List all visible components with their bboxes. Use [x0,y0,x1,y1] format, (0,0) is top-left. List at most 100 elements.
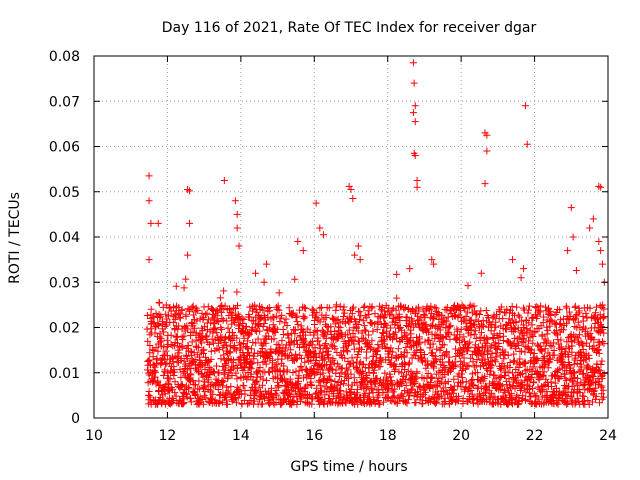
data-point [523,325,531,333]
data-point [260,278,268,286]
data-point [374,396,382,404]
data-point [204,376,212,384]
data-point [585,354,593,362]
data-point [351,333,359,341]
data-point [240,334,248,342]
data-point [530,390,538,398]
data-point [425,336,433,344]
data-point [312,390,320,398]
data-point-notable [356,256,364,264]
data-point [296,306,304,314]
data-point [393,294,401,302]
data-point [316,304,324,312]
data-point [536,308,544,316]
data-point [233,288,241,296]
data-point [163,352,171,360]
data-point [542,375,550,383]
data-point [573,374,581,382]
data-point [430,364,438,372]
data-point [259,375,267,383]
data-point [354,327,362,335]
data-point [254,320,262,328]
data-point [320,355,328,363]
data-point [361,302,369,310]
data-point [289,309,297,317]
data-point [332,366,340,374]
data-point [511,325,519,333]
data-point [584,396,592,404]
x-tick-label: 24 [599,428,617,444]
data-point [248,359,256,367]
data-point [247,345,255,353]
data-point-notable [569,233,577,241]
data-point [378,303,386,311]
y-tick-label: 0.01 [49,366,80,382]
data-point [144,357,152,365]
data-point [152,344,160,352]
data-point [301,358,309,366]
data-point [275,306,283,314]
data-point-notable [523,140,531,148]
data-point [405,360,413,368]
data-point [358,329,366,337]
data-point [534,395,542,403]
data-point [160,371,168,379]
data-point [450,375,458,383]
data-point [349,362,357,370]
data-point [499,315,507,323]
data-point [387,353,395,361]
data-point [501,388,509,396]
data-point [589,373,597,381]
data-point [240,382,248,390]
data-point [312,357,320,365]
data-point [311,344,319,352]
data-point [155,311,163,318]
data-point [292,313,300,321]
data-point [354,385,362,393]
data-point [594,346,602,354]
data-point [462,365,470,373]
data-point [320,328,328,336]
data-point [301,337,309,345]
data-point [222,341,230,349]
data-point [226,335,234,343]
data-point [369,327,377,335]
data-point [533,354,541,362]
data-point [244,369,252,377]
data-point [350,345,358,353]
data-point [470,330,478,338]
data-point [241,390,249,398]
data-point [579,345,587,353]
data-point [530,349,538,357]
data-point [177,373,185,381]
data-point [154,377,162,385]
data-point [402,381,410,389]
data-point [529,339,537,347]
data-point [373,351,381,359]
data-point [547,316,555,324]
data-point [368,337,376,345]
y-tick-label: 0.08 [49,49,80,65]
data-point [537,302,545,310]
data-point [513,340,521,348]
data-point [538,332,546,340]
data-point [261,335,269,343]
data-point [524,309,532,317]
data-point [175,310,183,318]
data-point [266,307,274,315]
data-point [232,399,240,407]
data-point [171,389,179,397]
data-point-notable [428,256,436,264]
data-point-notable [233,224,241,232]
data-point [414,312,422,320]
data-point [412,375,420,383]
data-point [161,323,169,331]
data-point [482,389,490,397]
data-point [569,368,577,376]
data-point [299,327,307,335]
data-point [173,339,181,347]
data-point [396,316,404,324]
data-point [539,371,547,379]
data-point [469,358,477,366]
data-point [576,388,584,396]
